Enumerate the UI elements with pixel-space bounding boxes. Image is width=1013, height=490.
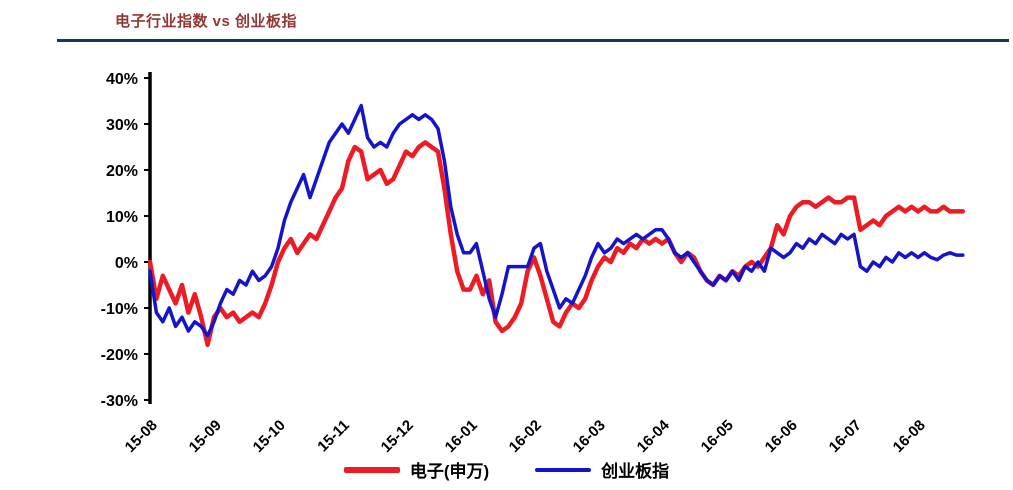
chart-title: 电子行业指数 vs 创业板指 (115, 13, 298, 30)
x-tick-label: 16-05 (698, 417, 737, 456)
x-tick-label: 16-08 (890, 417, 929, 456)
x-tick-label: 15-09 (186, 417, 225, 456)
legend-label-chinext: 创业板指 (601, 462, 670, 481)
chart-header: 电子行业指数 vs 创业板指 (57, 10, 1009, 42)
y-tick-label: -10% (101, 301, 138, 318)
x-tick-label: 15-12 (378, 417, 417, 456)
x-tick-label: 16-04 (634, 416, 674, 456)
y-tick-label: -20% (101, 347, 138, 364)
legend-swatch-chinext (535, 467, 592, 472)
y-tick-label: 10% (106, 209, 138, 226)
y-tick-label: 40% (106, 71, 138, 88)
title-rule (57, 39, 1009, 42)
x-tick-label: 15-08 (122, 417, 161, 456)
legend-label-electronics: 电子(申万) (409, 462, 490, 481)
x-tick-label: 15-10 (250, 417, 289, 456)
y-tick-label: 20% (106, 163, 138, 180)
x-tick-label: 16-06 (762, 417, 801, 456)
legend-item-electronics: 电子(申万) (343, 457, 490, 482)
legend-item-chinext: 创业板指 (535, 457, 669, 482)
x-tick-label: 15-11 (314, 417, 353, 456)
legend-swatch-electronics (343, 466, 400, 473)
series-line-0 (147, 140, 966, 348)
x-tick-label: 16-01 (442, 417, 481, 456)
series-line-1 (148, 103, 965, 338)
x-tick-label: 16-02 (506, 417, 545, 456)
y-tick-label: -30% (101, 393, 138, 410)
y-tick-label: 0% (115, 255, 138, 272)
chart-legend: 电子(申万) 创业板指 (0, 457, 1013, 482)
x-tick-label: 16-03 (570, 417, 609, 456)
x-tick-label: 16-07 (826, 417, 865, 456)
y-tick-label: 30% (106, 117, 138, 134)
